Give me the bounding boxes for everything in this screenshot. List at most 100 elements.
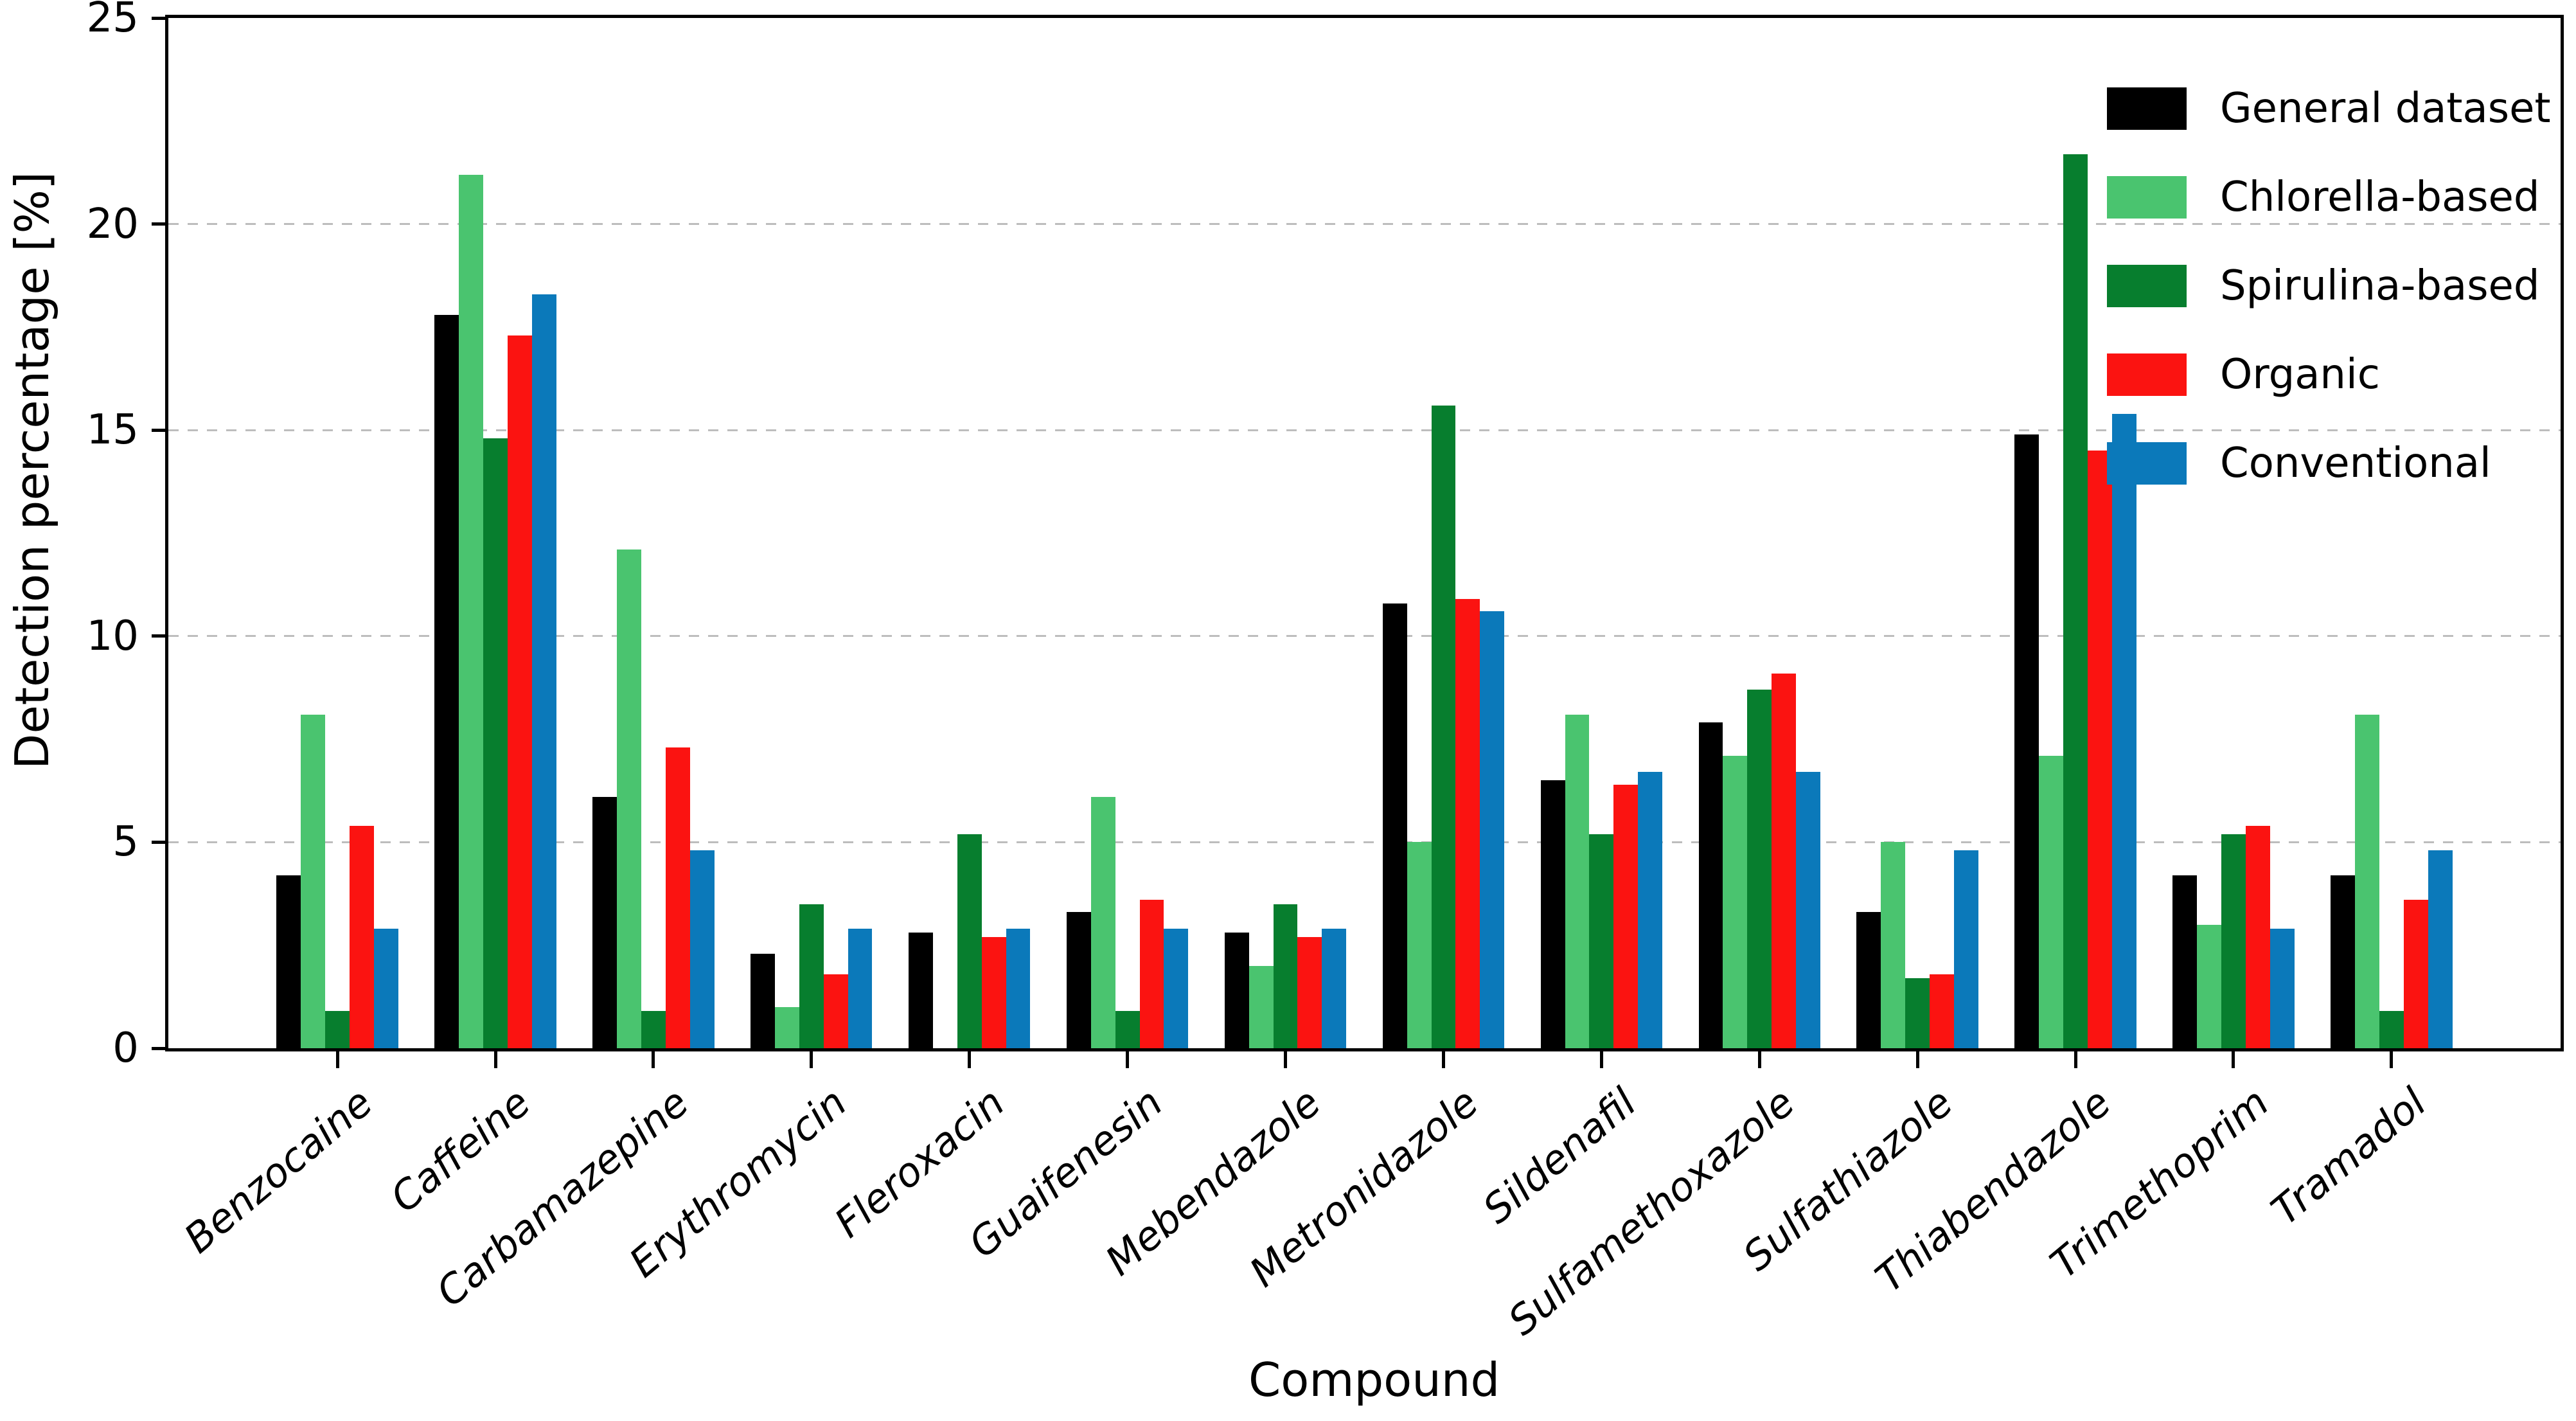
bar xyxy=(1747,690,1772,1048)
bar xyxy=(1066,912,1091,1048)
bar xyxy=(2088,451,2112,1048)
bar xyxy=(1407,842,1432,1048)
bar xyxy=(909,933,933,1048)
bar xyxy=(434,314,459,1048)
bar xyxy=(2111,413,2136,1048)
x-tick xyxy=(1915,1051,1919,1068)
x-tick-label: Sulfamethoxazole xyxy=(1499,1078,1804,1345)
y-tick xyxy=(152,428,168,432)
y-axis-label: Detection percentage [%] xyxy=(5,171,59,769)
legend-label: Organic xyxy=(2220,351,2380,398)
legend: General dataset Chlorella-based Spirulina-… xyxy=(2107,64,2551,508)
y-gridline xyxy=(168,429,2561,431)
legend-row: Organic xyxy=(2107,330,2551,419)
bar xyxy=(1248,965,1274,1048)
bar xyxy=(1565,714,1590,1048)
bar xyxy=(1382,603,1407,1048)
bar xyxy=(1139,900,1164,1048)
bar xyxy=(1090,796,1115,1048)
x-tick xyxy=(493,1051,497,1068)
legend-swatch xyxy=(2107,176,2187,219)
legend-label: Conventional xyxy=(2220,440,2491,487)
bar xyxy=(1796,772,1820,1048)
x-axis-label: Compound xyxy=(1248,1353,1500,1407)
x-tick-label: Benzocaine xyxy=(175,1078,382,1262)
bar xyxy=(2063,154,2088,1048)
bar xyxy=(1297,936,1322,1048)
y-tick xyxy=(152,222,168,226)
y-tick xyxy=(152,1046,168,1050)
x-tick-label: Tramadol xyxy=(2262,1078,2435,1235)
legend-swatch xyxy=(2107,442,2187,485)
y-gridline xyxy=(168,635,2561,638)
bar xyxy=(2221,834,2246,1048)
bar xyxy=(2270,929,2295,1048)
legend-swatch xyxy=(2107,87,2187,130)
legend-label: Chlorella-based xyxy=(2220,174,2540,221)
bar xyxy=(2428,850,2453,1048)
bar xyxy=(1638,772,1663,1048)
bar xyxy=(1613,784,1639,1048)
y-tick-label: 25 xyxy=(86,0,139,42)
bar xyxy=(1455,599,1480,1048)
bar xyxy=(2331,875,2356,1048)
bar xyxy=(617,550,641,1048)
x-tick xyxy=(2232,1051,2235,1068)
bar xyxy=(2172,875,2198,1048)
bar xyxy=(2379,1011,2404,1048)
y-tick-label: 20 xyxy=(86,200,139,248)
bar xyxy=(2197,924,2222,1048)
bar xyxy=(641,1011,666,1048)
bar xyxy=(1431,405,1456,1048)
bar xyxy=(1164,929,1189,1048)
legend-label: Spirulina-based xyxy=(2220,262,2540,310)
bar xyxy=(823,974,848,1048)
x-tick xyxy=(1126,1051,1130,1068)
bar xyxy=(276,875,301,1048)
bar xyxy=(799,904,824,1048)
x-tick xyxy=(335,1051,339,1068)
y-tick xyxy=(152,16,168,20)
bar xyxy=(2245,825,2270,1048)
legend-row: Chlorella-based xyxy=(2107,153,2551,242)
bar xyxy=(325,1011,350,1048)
bar xyxy=(665,747,690,1048)
bar xyxy=(507,335,532,1048)
x-tick xyxy=(968,1051,972,1068)
bar xyxy=(775,1006,799,1048)
bar xyxy=(1224,933,1249,1048)
bar xyxy=(531,294,556,1048)
y-tick-label: 0 xyxy=(112,1024,139,1072)
bar xyxy=(1856,912,1881,1048)
legend-swatch xyxy=(2107,265,2187,307)
legend-row: Spirulina-based xyxy=(2107,242,2551,330)
bar xyxy=(1115,1011,1140,1048)
bar xyxy=(1589,834,1614,1048)
x-tick xyxy=(2074,1051,2077,1068)
y-gridline xyxy=(168,223,2561,226)
bar xyxy=(1006,929,1031,1048)
bar xyxy=(1881,842,1906,1048)
bar xyxy=(1772,673,1797,1048)
bar xyxy=(350,825,374,1048)
y-tick-label: 5 xyxy=(112,818,139,866)
bar xyxy=(957,834,982,1048)
bar xyxy=(848,929,873,1048)
x-tick xyxy=(1284,1051,1288,1068)
bar xyxy=(1273,904,1298,1048)
bar xyxy=(2355,714,2379,1048)
y-tick-label: 10 xyxy=(86,612,139,660)
legend-swatch xyxy=(2107,353,2187,396)
y-gridline xyxy=(168,841,2561,843)
bar xyxy=(592,796,617,1048)
bar xyxy=(751,953,776,1048)
bar xyxy=(2039,755,2064,1048)
x-tick xyxy=(1441,1051,1445,1068)
x-tick xyxy=(810,1051,813,1068)
bar xyxy=(1930,974,1954,1048)
bar xyxy=(981,936,1006,1048)
bar xyxy=(1698,722,1723,1048)
bar xyxy=(1905,978,1930,1048)
bar xyxy=(2014,434,2039,1048)
